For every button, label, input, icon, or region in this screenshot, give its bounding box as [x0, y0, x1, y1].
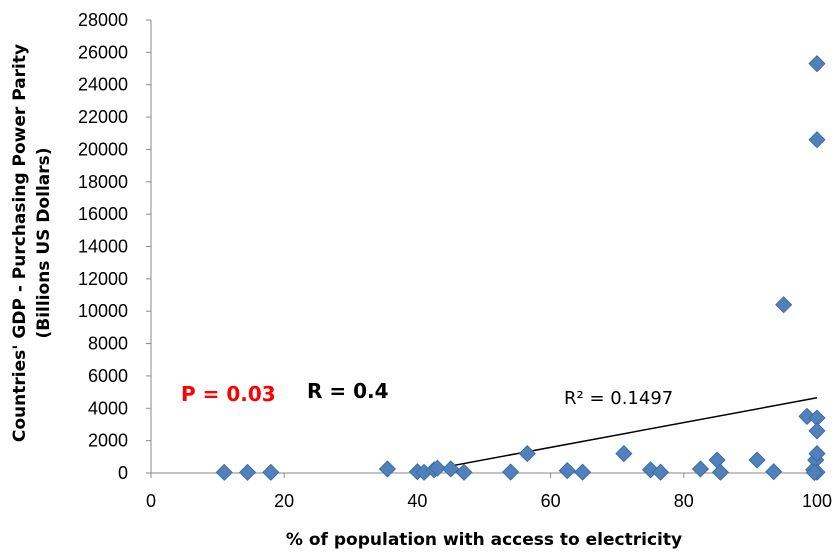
data-point: [808, 445, 826, 463]
x-tick-label: 40: [407, 491, 427, 511]
y-tick-label: 8000: [88, 334, 128, 354]
y-tick-label: 24000: [78, 75, 128, 95]
p-value-label: P = 0.03: [181, 382, 276, 406]
y-tick-label: 16000: [78, 204, 128, 224]
data-point: [574, 463, 592, 481]
y-axis-title-line2: (Billions US Dollars): [34, 147, 54, 338]
x-tick-label: 0: [146, 491, 156, 511]
data-point: [708, 451, 726, 469]
y-tick-label: 12000: [78, 269, 128, 289]
data-point: [691, 460, 710, 478]
data-point: [651, 463, 670, 481]
y-tick-label: 6000: [88, 366, 128, 386]
y-tick-label: 18000: [78, 172, 128, 192]
y-axis-title-line1: Countries' GDP - Purchasing Power Parity: [10, 44, 30, 442]
data-point: [262, 463, 280, 481]
data-point: [442, 460, 460, 478]
y-tick-label: 2000: [88, 431, 128, 451]
data-point: [808, 55, 826, 73]
y-tick-label: 20000: [78, 139, 128, 159]
x-axis-ticks: 0 20 40 60 80 100: [146, 473, 832, 511]
data-point: [518, 445, 536, 463]
x-tick-label: 60: [541, 491, 561, 511]
y-tick-label: 4000: [88, 398, 128, 418]
x-tick-label: 20: [274, 491, 294, 511]
trendline: [417, 397, 818, 473]
data-point: [428, 459, 446, 477]
y-tick-label: 22000: [78, 107, 128, 127]
data-point: [502, 463, 520, 481]
data-point: [805, 463, 823, 482]
data-point: [239, 463, 257, 481]
data-point: [215, 463, 233, 481]
data-point: [808, 422, 826, 440]
y-tick-label: 28000: [78, 10, 128, 30]
x-axis-title: % of population with access to electrici…: [286, 530, 682, 550]
y-tick-label: 26000: [78, 42, 128, 62]
data-point: [808, 131, 826, 149]
data-points: [215, 55, 826, 482]
y-tick-label: 10000: [78, 301, 128, 321]
r-squared-label: R² = 0.1497: [564, 388, 673, 409]
data-point: [558, 462, 576, 480]
data-point: [615, 445, 633, 463]
y-tick-label: 14000: [78, 237, 128, 257]
data-point: [378, 460, 396, 478]
data-point: [775, 296, 793, 314]
r-value-label: R = 0.4: [307, 379, 389, 403]
data-point: [765, 463, 783, 481]
data-point: [748, 451, 766, 469]
x-tick-label: 80: [674, 491, 694, 511]
data-point: [455, 463, 473, 481]
y-axis-ticks: 0 2000 4000 6000 8000 10000 12000 14000 16000 180…: [78, 10, 151, 483]
data-point: [711, 463, 729, 481]
y-tick-label: 0: [118, 463, 128, 483]
x-tick-label: 100: [802, 491, 832, 511]
